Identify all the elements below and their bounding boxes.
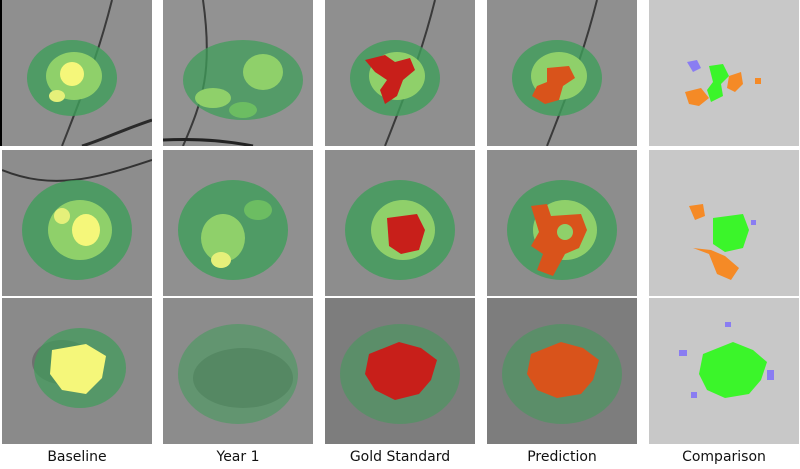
panel-prediction-row1 <box>487 0 637 146</box>
panel-year1-row1 <box>163 0 313 146</box>
prediction-image-3 <box>487 298 637 444</box>
comparison-image-2 <box>649 150 799 296</box>
panel-comparison-row2 <box>649 150 799 296</box>
column-label-baseline: Baseline <box>47 449 107 465</box>
comparison-image-3 <box>649 298 799 444</box>
year1-image-3 <box>163 298 313 444</box>
panel-prediction-row3 <box>487 298 637 444</box>
column-label-comparison: Comparison <box>682 449 766 465</box>
panel-gold-row1 <box>325 0 475 146</box>
baseline-image-3 <box>2 298 152 444</box>
panel-baseline-row2 <box>2 150 152 296</box>
panel-baseline-row1 <box>2 0 152 146</box>
prediction-image-1 <box>487 0 637 146</box>
panel-year1-row3 <box>163 298 313 444</box>
panel-prediction-row2 <box>487 150 637 296</box>
panel-comparison-row1 <box>649 0 799 146</box>
panel-gold-row2 <box>325 150 475 296</box>
column-label-gold-standard: Gold Standard <box>349 449 451 465</box>
year1-image-2 <box>163 150 313 296</box>
panel-comparison-row3 <box>649 298 799 444</box>
year1-image-1 <box>163 0 313 146</box>
baseline-image-2 <box>2 150 152 296</box>
gold-image-1 <box>325 0 475 146</box>
column-label-prediction: Prediction <box>527 449 597 465</box>
panel-year1-row2 <box>163 150 313 296</box>
gold-image-3 <box>325 298 475 444</box>
comparison-image-1 <box>649 0 799 146</box>
gold-image-2 <box>325 150 475 296</box>
prediction-image-2 <box>487 150 637 296</box>
column-label-year1: Year 1 <box>216 449 260 465</box>
panel-gold-row3 <box>325 298 475 444</box>
panel-baseline-row3 <box>2 298 152 444</box>
baseline-image-1 <box>2 0 152 146</box>
